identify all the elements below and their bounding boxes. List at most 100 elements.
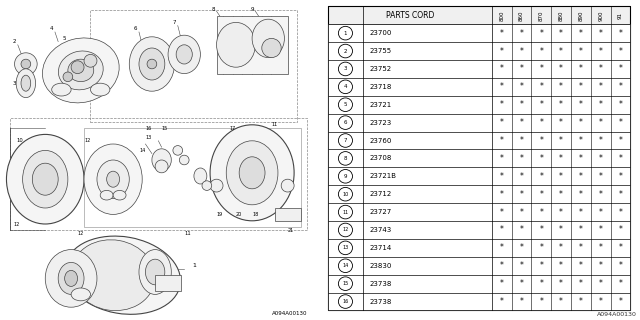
Text: *: * xyxy=(500,208,504,217)
Ellipse shape xyxy=(63,72,73,82)
Ellipse shape xyxy=(227,141,278,205)
Text: *: * xyxy=(618,172,622,181)
Ellipse shape xyxy=(176,45,192,64)
Text: 15: 15 xyxy=(162,125,168,131)
Text: 12: 12 xyxy=(84,138,90,143)
Text: *: * xyxy=(618,118,622,127)
Text: *: * xyxy=(559,244,563,252)
Text: *: * xyxy=(540,136,543,145)
Text: *: * xyxy=(618,297,622,306)
Ellipse shape xyxy=(84,144,142,214)
Text: *: * xyxy=(599,29,603,38)
Text: *: * xyxy=(618,46,622,56)
Text: *: * xyxy=(520,29,524,38)
Text: 23718: 23718 xyxy=(369,84,392,90)
Ellipse shape xyxy=(281,179,294,192)
Text: 23738: 23738 xyxy=(369,281,392,287)
Ellipse shape xyxy=(147,59,157,69)
Text: *: * xyxy=(520,136,524,145)
Text: 4: 4 xyxy=(50,26,54,31)
Text: *: * xyxy=(520,64,524,73)
Text: 800: 800 xyxy=(499,10,504,20)
Ellipse shape xyxy=(252,19,284,58)
Ellipse shape xyxy=(210,179,223,192)
Text: 19: 19 xyxy=(217,212,223,217)
Text: *: * xyxy=(540,190,543,199)
Ellipse shape xyxy=(216,22,255,67)
Bar xyxy=(216,16,287,74)
Text: 23727: 23727 xyxy=(369,209,392,215)
Text: *: * xyxy=(500,82,504,91)
Text: *: * xyxy=(579,82,583,91)
Text: *: * xyxy=(500,172,504,181)
Circle shape xyxy=(339,170,353,183)
Text: *: * xyxy=(579,154,583,163)
Text: *: * xyxy=(540,100,543,109)
Text: *: * xyxy=(579,208,583,217)
Text: *: * xyxy=(559,136,563,145)
Circle shape xyxy=(339,134,353,147)
Text: *: * xyxy=(599,208,603,217)
Text: 7: 7 xyxy=(173,20,176,25)
Text: 23760: 23760 xyxy=(369,138,392,143)
Text: *: * xyxy=(618,154,622,163)
Text: *: * xyxy=(520,226,524,235)
Text: *: * xyxy=(559,29,563,38)
Text: 3: 3 xyxy=(13,81,16,86)
Text: *: * xyxy=(559,46,563,56)
Text: 6: 6 xyxy=(134,26,138,31)
Text: *: * xyxy=(540,279,543,288)
Text: *: * xyxy=(520,261,524,270)
Text: A094A00130: A094A00130 xyxy=(597,312,637,317)
Bar xyxy=(328,149,630,167)
Text: *: * xyxy=(559,64,563,73)
Text: *: * xyxy=(559,279,563,288)
Text: 12: 12 xyxy=(342,228,349,232)
Ellipse shape xyxy=(42,38,119,103)
Text: *: * xyxy=(540,261,543,270)
Bar xyxy=(328,221,630,239)
Ellipse shape xyxy=(58,262,84,294)
Ellipse shape xyxy=(21,59,31,69)
Text: *: * xyxy=(520,172,524,181)
Circle shape xyxy=(339,98,353,111)
Text: *: * xyxy=(520,279,524,288)
Ellipse shape xyxy=(179,155,189,165)
Text: *: * xyxy=(599,82,603,91)
Ellipse shape xyxy=(68,59,93,82)
Text: 13: 13 xyxy=(145,135,152,140)
Text: *: * xyxy=(559,208,563,217)
Text: 13: 13 xyxy=(342,245,349,250)
Text: 23830: 23830 xyxy=(369,263,392,269)
Text: 880: 880 xyxy=(559,10,564,20)
Ellipse shape xyxy=(71,288,90,301)
Bar xyxy=(328,257,630,275)
Text: *: * xyxy=(540,154,543,163)
Text: *: * xyxy=(618,100,622,109)
Text: *: * xyxy=(540,208,543,217)
Ellipse shape xyxy=(45,250,97,307)
Ellipse shape xyxy=(210,125,294,221)
Ellipse shape xyxy=(139,250,172,294)
Text: 23755: 23755 xyxy=(369,48,392,54)
Text: *: * xyxy=(540,64,543,73)
Text: *: * xyxy=(500,154,504,163)
Ellipse shape xyxy=(84,54,97,67)
Text: PARTS CORD: PARTS CORD xyxy=(386,11,434,20)
Text: 18: 18 xyxy=(252,212,259,217)
Text: *: * xyxy=(618,208,622,217)
Text: 860: 860 xyxy=(519,10,524,20)
Circle shape xyxy=(339,44,353,58)
Ellipse shape xyxy=(100,190,113,200)
Ellipse shape xyxy=(194,168,207,184)
Text: *: * xyxy=(540,46,543,56)
Text: 9: 9 xyxy=(344,174,347,179)
Text: 23723: 23723 xyxy=(369,120,392,126)
Text: 10: 10 xyxy=(16,138,23,143)
Text: 11: 11 xyxy=(184,231,191,236)
Ellipse shape xyxy=(262,38,281,58)
Text: A094A00130: A094A00130 xyxy=(271,311,307,316)
Text: *: * xyxy=(579,100,583,109)
Ellipse shape xyxy=(202,181,212,190)
Bar xyxy=(328,292,630,310)
